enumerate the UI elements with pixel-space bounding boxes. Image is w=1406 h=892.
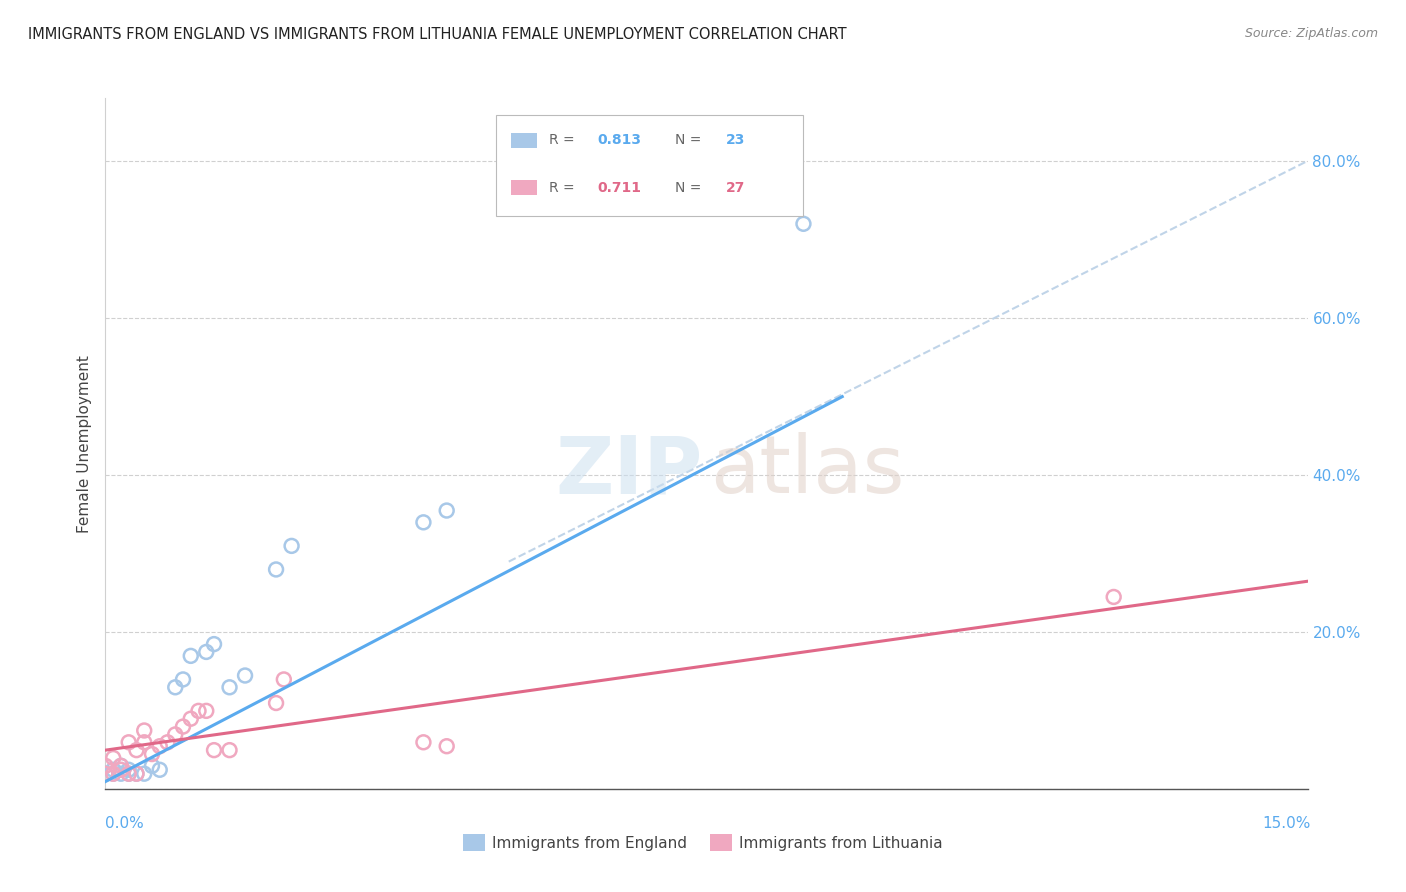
Point bbox=[149, 739, 172, 754]
Point bbox=[125, 766, 148, 780]
Point bbox=[195, 704, 218, 718]
Point bbox=[436, 503, 458, 517]
Point bbox=[180, 648, 202, 663]
Text: 15.0%: 15.0% bbox=[1263, 816, 1310, 830]
Point bbox=[118, 766, 141, 780]
FancyBboxPatch shape bbox=[496, 115, 803, 216]
Point bbox=[94, 766, 117, 780]
Text: N =: N = bbox=[675, 180, 706, 194]
Point bbox=[156, 735, 179, 749]
Point bbox=[149, 763, 172, 777]
Point bbox=[134, 766, 156, 780]
Point bbox=[1102, 590, 1125, 604]
Text: 23: 23 bbox=[725, 134, 745, 147]
Point bbox=[118, 763, 141, 777]
Point bbox=[172, 673, 194, 687]
Point bbox=[110, 759, 132, 773]
Point bbox=[110, 766, 132, 780]
Point bbox=[94, 766, 117, 780]
Point bbox=[165, 681, 187, 695]
Point bbox=[103, 763, 125, 777]
Text: R =: R = bbox=[548, 180, 579, 194]
Point bbox=[195, 645, 218, 659]
Point bbox=[165, 727, 187, 741]
Point bbox=[218, 681, 240, 695]
Point bbox=[233, 668, 256, 682]
Point bbox=[125, 743, 148, 757]
Text: N =: N = bbox=[675, 134, 706, 147]
Point bbox=[202, 743, 225, 757]
Point bbox=[103, 766, 125, 780]
Point bbox=[134, 735, 156, 749]
Text: atlas: atlas bbox=[710, 433, 904, 510]
Point bbox=[273, 673, 295, 687]
Point bbox=[264, 696, 287, 710]
Point bbox=[103, 766, 125, 780]
Point bbox=[118, 766, 141, 780]
Y-axis label: Female Unemployment: Female Unemployment bbox=[77, 355, 93, 533]
Point bbox=[103, 751, 125, 765]
Point bbox=[280, 539, 302, 553]
Point bbox=[412, 735, 434, 749]
Point bbox=[141, 759, 163, 773]
Point bbox=[187, 704, 209, 718]
Point bbox=[94, 759, 117, 773]
Bar bbox=[510, 133, 537, 148]
Point bbox=[118, 735, 141, 749]
Legend: Immigrants from England, Immigrants from Lithuania: Immigrants from England, Immigrants from… bbox=[457, 828, 949, 857]
Point bbox=[264, 562, 287, 576]
Point bbox=[218, 743, 240, 757]
Text: ZIP: ZIP bbox=[555, 433, 703, 510]
Point bbox=[436, 739, 458, 754]
Text: 0.813: 0.813 bbox=[598, 134, 641, 147]
Text: Source: ZipAtlas.com: Source: ZipAtlas.com bbox=[1244, 27, 1378, 40]
Point bbox=[125, 766, 148, 780]
Bar bbox=[510, 180, 537, 195]
Text: 27: 27 bbox=[725, 180, 745, 194]
Text: R =: R = bbox=[548, 134, 579, 147]
Point bbox=[202, 637, 225, 651]
Text: 0.0%: 0.0% bbox=[105, 816, 145, 830]
Text: 0.711: 0.711 bbox=[598, 180, 641, 194]
Point bbox=[180, 712, 202, 726]
Text: IMMIGRANTS FROM ENGLAND VS IMMIGRANTS FROM LITHUANIA FEMALE UNEMPLOYMENT CORRELA: IMMIGRANTS FROM ENGLAND VS IMMIGRANTS FR… bbox=[28, 27, 846, 42]
Point bbox=[792, 217, 814, 231]
Point bbox=[110, 763, 132, 777]
Point bbox=[141, 747, 163, 761]
Point bbox=[412, 516, 434, 530]
Point bbox=[134, 723, 156, 738]
Point bbox=[110, 759, 132, 773]
Point bbox=[172, 720, 194, 734]
